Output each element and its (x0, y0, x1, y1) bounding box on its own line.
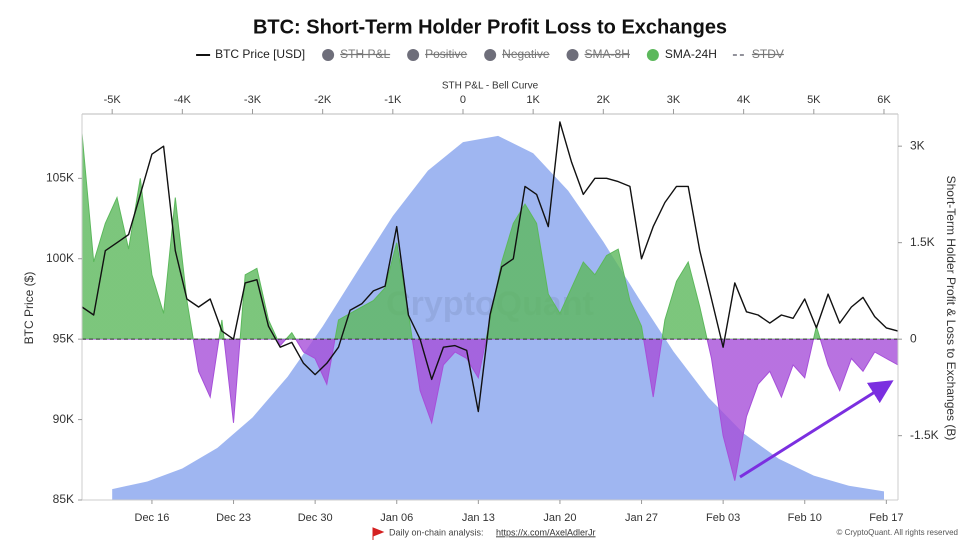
x2-tick-label: -5K (104, 94, 122, 106)
legend-symbol (484, 49, 497, 61)
x2-tick-label: 6K (877, 94, 891, 106)
legend-label: SMA-8H (585, 47, 630, 61)
x-tick-label: Dec 30 (298, 512, 333, 524)
x2-tick-label: 0 (460, 94, 466, 106)
legend-label: BTC Price [USD] (215, 47, 305, 61)
x-tick-label: Jan 20 (543, 512, 576, 524)
legend-item: Positive (407, 47, 467, 61)
x2-tick-label: -2K (314, 94, 332, 106)
legend-symbol (322, 49, 335, 61)
y2-tick-label: 0 (910, 331, 917, 345)
price-line (81, 121, 899, 413)
y-tick-label: 90K (53, 412, 74, 426)
x2-tick-label: 5K (807, 94, 821, 106)
x2-tick-label: -3K (244, 94, 262, 106)
x-tick-label: Jan 13 (462, 512, 495, 524)
y-tick-label: 100K (46, 251, 74, 265)
y2-tick-label: -1.5K (910, 428, 939, 442)
x-tick-label: Jan 27 (625, 512, 658, 524)
y-axis-title: BTC Price ($) (22, 272, 36, 345)
x-tick-label: Dec 23 (216, 512, 251, 524)
legend-label: Positive (425, 47, 467, 61)
legend-label: Negative (502, 47, 550, 61)
x-tick-label: Dec 16 (135, 512, 170, 524)
axes: 85K 90K 95K 100K 105K -1.5K 0 1.5K 3K -5K -4K -3K -2… (46, 94, 939, 524)
legend-item: STH P&L (322, 47, 390, 61)
x2-tick-label: 4K (737, 94, 751, 106)
legend-item: SMA-24H (646, 47, 717, 61)
y-tick-label: 95K (53, 331, 74, 345)
x-tick-label: Jan 06 (380, 512, 413, 524)
legend-symbol (407, 49, 420, 61)
x2-axis-title: STH P&L - Bell Curve (442, 81, 539, 92)
legend-item: Negative (484, 47, 550, 61)
copyright: © CryptoQuant. All rights reserved (837, 528, 959, 537)
x2-tick-label: -1K (384, 94, 402, 106)
x2-tick-label: 2K (597, 94, 611, 106)
x2-tick-label: -4K (174, 94, 192, 106)
y2-tick-label: 1.5K (910, 235, 935, 249)
y-tick-label: 85K (53, 492, 74, 506)
legend-symbol (646, 49, 659, 61)
y2-axis-title: Short-Term Holder Profit & Loss to Excha… (944, 176, 958, 441)
footer-note: Daily on-chain analysis: (389, 527, 484, 537)
legend-item: SMA-8H (566, 47, 630, 61)
trend-arrow (739, 380, 894, 479)
y-tick-label: 105K (46, 171, 74, 185)
legend-symbol (566, 49, 579, 61)
legend-label: STDV (752, 47, 784, 61)
x-tick-label: Feb 17 (869, 512, 903, 524)
x-tick-label: Feb 10 (788, 512, 822, 524)
x-tick-label: Feb 03 (706, 512, 740, 524)
footer-link[interactable]: https://x.com/AxelAdlerJr (496, 527, 596, 537)
flag-icon (372, 527, 385, 540)
plot-area: CryptoQuant (81, 121, 899, 500)
legend-item: BTC Price [USD] (196, 47, 305, 61)
legend-label: SMA-24H (665, 47, 717, 61)
y2-tick-label: 3K (910, 138, 925, 152)
x2-tick-label: 1K (526, 94, 540, 106)
legend-label: STH P&L (340, 47, 390, 61)
legend-item: STDV (732, 47, 784, 61)
chart-title: BTC: Short-Term Holder Profit Loss to Ex… (253, 16, 727, 38)
x2-tick-label: 3K (667, 94, 681, 106)
legend: BTC Price [USD] STH P&L Positive Negative SM… (196, 47, 784, 61)
